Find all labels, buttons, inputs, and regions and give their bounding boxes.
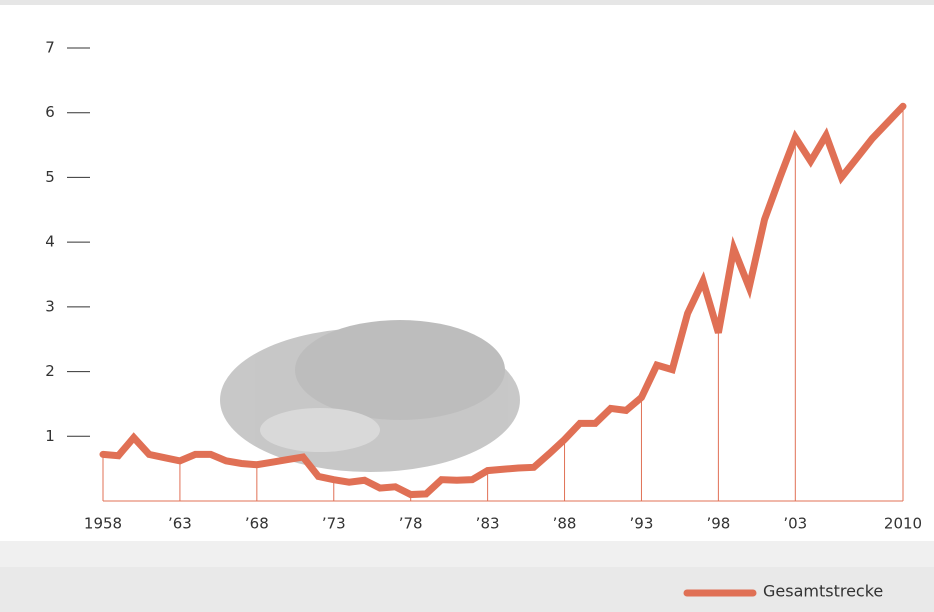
x-tick-label: ’03 — [783, 515, 807, 533]
footer-band — [0, 541, 934, 567]
y-tick-label: 5 — [45, 168, 55, 186]
y-tick-label: 6 — [45, 103, 55, 121]
badger-illustration — [220, 320, 520, 472]
x-tick-label: ’93 — [630, 515, 654, 533]
x-tick-label: ’98 — [706, 515, 730, 533]
x-tick-label: ’68 — [245, 515, 269, 533]
x-tick-label: 2010 — [884, 515, 922, 533]
x-tick-label: ’88 — [553, 515, 577, 533]
top-strip — [0, 0, 934, 5]
y-tick-label: 3 — [45, 297, 55, 315]
y-tick-label: 4 — [45, 233, 55, 251]
x-tick-label: ’83 — [476, 515, 500, 533]
y-tick-label: 1 — [45, 427, 55, 445]
y-tick-label: 7 — [45, 39, 55, 57]
x-tick-label: 1958 — [84, 515, 122, 533]
x-tick-label: ’78 — [399, 515, 423, 533]
x-tick-label: ’63 — [168, 515, 192, 533]
y-tick-label: 2 — [45, 362, 55, 380]
legend-label: Gesamtstrecke — [763, 582, 883, 601]
line-series — [99, 102, 907, 499]
x-tick-label: ’73 — [322, 515, 346, 533]
legend-band — [0, 567, 934, 612]
